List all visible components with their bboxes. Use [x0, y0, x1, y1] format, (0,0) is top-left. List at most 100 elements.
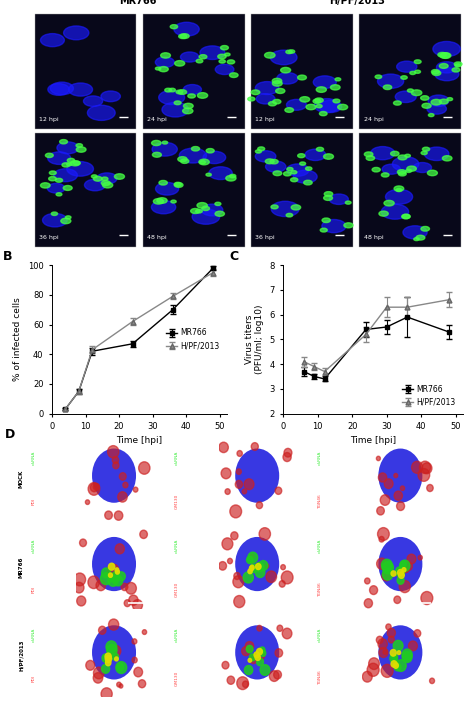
Circle shape	[70, 160, 80, 166]
Circle shape	[181, 159, 189, 163]
Circle shape	[228, 559, 232, 563]
Circle shape	[244, 479, 254, 490]
Circle shape	[369, 658, 379, 670]
Circle shape	[320, 100, 342, 112]
Circle shape	[92, 175, 97, 178]
Circle shape	[73, 161, 80, 165]
Y-axis label: Virus titers
(PFU/ml; log10): Virus titers (PFU/ml; log10)	[244, 305, 264, 374]
Circle shape	[279, 580, 285, 587]
Circle shape	[109, 563, 115, 570]
Circle shape	[286, 214, 293, 217]
Circle shape	[383, 85, 392, 90]
Circle shape	[222, 538, 233, 550]
Circle shape	[197, 93, 208, 98]
Circle shape	[284, 172, 291, 176]
Circle shape	[108, 575, 118, 586]
Circle shape	[225, 53, 230, 56]
Circle shape	[345, 462, 354, 474]
Circle shape	[259, 527, 270, 540]
Circle shape	[133, 487, 138, 492]
Circle shape	[41, 34, 64, 47]
Circle shape	[338, 588, 346, 597]
Circle shape	[64, 26, 89, 40]
Circle shape	[377, 507, 384, 515]
Circle shape	[97, 173, 117, 184]
Circle shape	[322, 219, 346, 233]
Circle shape	[191, 209, 200, 214]
Circle shape	[199, 54, 207, 59]
Text: dsRNA: dsRNA	[32, 539, 36, 554]
Circle shape	[390, 650, 396, 656]
Circle shape	[442, 156, 452, 161]
Circle shape	[67, 163, 72, 165]
Circle shape	[431, 69, 439, 74]
Circle shape	[51, 82, 74, 95]
Circle shape	[246, 556, 253, 563]
Circle shape	[113, 462, 119, 469]
Circle shape	[152, 201, 176, 214]
Circle shape	[379, 211, 388, 216]
Circle shape	[99, 626, 106, 634]
Circle shape	[101, 665, 110, 673]
Circle shape	[316, 147, 324, 151]
Circle shape	[330, 85, 340, 90]
Circle shape	[306, 105, 316, 110]
Circle shape	[291, 170, 297, 174]
Circle shape	[336, 590, 341, 597]
Circle shape	[398, 155, 407, 160]
Circle shape	[139, 462, 150, 474]
Circle shape	[440, 53, 451, 59]
Circle shape	[184, 103, 193, 109]
Circle shape	[42, 641, 47, 648]
Text: 12 hpi: 12 hpi	[255, 117, 275, 122]
Circle shape	[414, 60, 421, 64]
Circle shape	[382, 164, 400, 174]
Circle shape	[396, 502, 405, 510]
Circle shape	[61, 668, 65, 673]
Circle shape	[285, 107, 294, 112]
Circle shape	[452, 68, 460, 72]
Circle shape	[330, 545, 339, 556]
Circle shape	[74, 583, 84, 593]
Circle shape	[203, 151, 226, 163]
Circle shape	[115, 544, 124, 554]
Text: 24 hpi: 24 hpi	[147, 117, 167, 122]
Circle shape	[251, 90, 260, 95]
Circle shape	[93, 672, 103, 683]
Circle shape	[188, 593, 193, 601]
Circle shape	[352, 496, 355, 499]
Circle shape	[45, 677, 51, 683]
Circle shape	[86, 660, 95, 670]
Circle shape	[372, 168, 380, 172]
Circle shape	[45, 153, 53, 158]
Circle shape	[220, 45, 228, 50]
Circle shape	[281, 565, 286, 570]
Circle shape	[226, 175, 236, 181]
Circle shape	[341, 508, 345, 514]
Circle shape	[438, 52, 447, 57]
Circle shape	[162, 141, 168, 144]
Circle shape	[234, 595, 245, 607]
Circle shape	[405, 562, 413, 571]
Circle shape	[111, 572, 120, 581]
Circle shape	[236, 469, 241, 474]
Circle shape	[152, 141, 161, 146]
Circle shape	[403, 226, 427, 239]
Text: PDI: PDI	[32, 498, 36, 505]
Circle shape	[153, 199, 163, 204]
Circle shape	[257, 658, 263, 666]
Circle shape	[422, 103, 431, 108]
Circle shape	[250, 564, 258, 573]
Circle shape	[382, 561, 394, 574]
Circle shape	[174, 22, 199, 36]
Circle shape	[246, 645, 253, 653]
Circle shape	[427, 170, 438, 176]
Circle shape	[57, 142, 79, 154]
Circle shape	[393, 641, 403, 651]
X-axis label: Time [hpi]: Time [hpi]	[350, 436, 396, 445]
Circle shape	[243, 681, 248, 687]
Circle shape	[230, 505, 242, 518]
Circle shape	[207, 490, 214, 499]
Legend: MR766, H/PF/2013: MR766, H/PF/2013	[163, 325, 223, 354]
Circle shape	[315, 98, 323, 103]
